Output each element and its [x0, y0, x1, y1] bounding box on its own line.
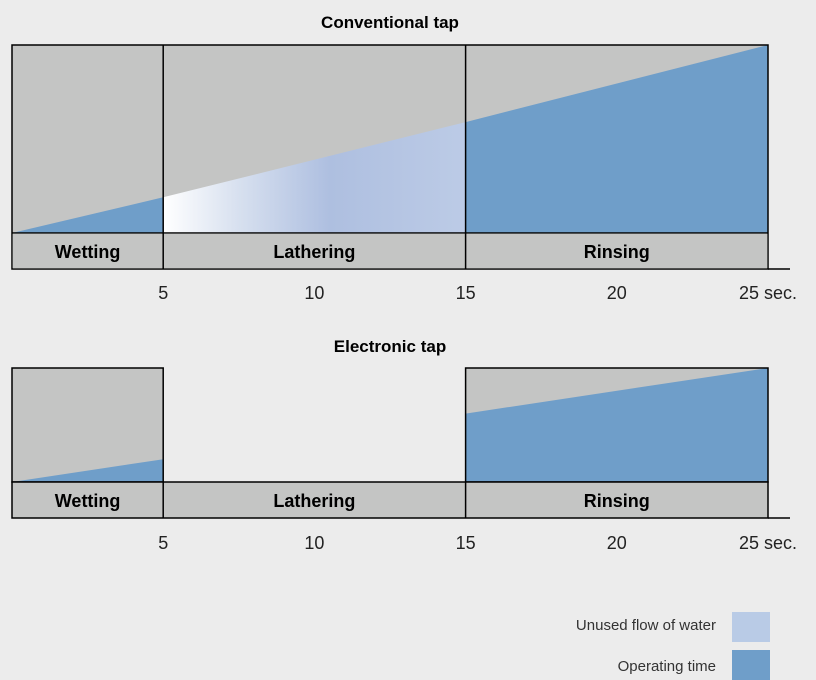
operating-time-area	[465, 368, 768, 482]
phase-label-rinsing: Rinsing	[584, 491, 650, 511]
x-tick-label: 15	[456, 283, 476, 303]
chart-title-conventional: Conventional tap	[321, 13, 459, 32]
x-tick-label: 25 sec.	[739, 533, 797, 553]
x-tick-label: 15	[456, 533, 476, 553]
phase-lines-row-electronic	[162, 482, 467, 518]
legend-label-operating-time: Operating time	[618, 658, 716, 675]
conventional-tap-chart: Conventional tap Wetting Lathering Rinsi…	[11, 13, 797, 303]
phase-label-wetting: Wetting	[55, 491, 121, 511]
operating-time-area	[12, 459, 164, 482]
x-tick-label: 5	[158, 533, 168, 553]
chart-title-electronic: Electronic tap	[334, 337, 446, 356]
phase-label-wetting: Wetting	[55, 242, 121, 262]
wetting-block-electronic	[12, 368, 164, 482]
unused-flow-area	[163, 122, 466, 233]
legend-swatch-unused-flow	[732, 612, 770, 642]
x-tick-labels-electronic: 5 10 15 20 25 sec.	[158, 533, 797, 553]
x-tick-label: 10	[304, 283, 324, 303]
operating-time-area	[465, 45, 768, 233]
x-tick-label: 10	[304, 533, 324, 553]
plot-frame-conventional	[11, 44, 769, 270]
legend-swatch-operating-time	[732, 650, 770, 680]
phase-row-bg-conventional	[12, 233, 768, 269]
phase-dividers-conventional	[162, 45, 467, 269]
phase-label-lathering: Lathering	[273, 491, 355, 511]
x-tick-label: 20	[607, 283, 627, 303]
x-tick-label: 25 sec.	[739, 283, 797, 303]
phase-lines-row-conventional	[162, 233, 467, 269]
x-tick-label: 5	[158, 283, 168, 303]
legend: Unused flow of water Operating time	[576, 612, 770, 680]
operating-time-area	[12, 197, 164, 233]
x-tick-labels-conventional: 5 10 15 20 25 sec.	[158, 283, 797, 303]
phase-label-rinsing: Rinsing	[584, 242, 650, 262]
legend-label-unused-flow: Unused flow of water	[576, 617, 716, 634]
phase-row-bg-electronic	[11, 481, 769, 519]
phase-label-lathering: Lathering	[273, 242, 355, 262]
x-tick-label: 20	[607, 533, 627, 553]
electronic-tap-chart: Electronic tap Wetting Lathering Rinsing…	[11, 337, 797, 553]
